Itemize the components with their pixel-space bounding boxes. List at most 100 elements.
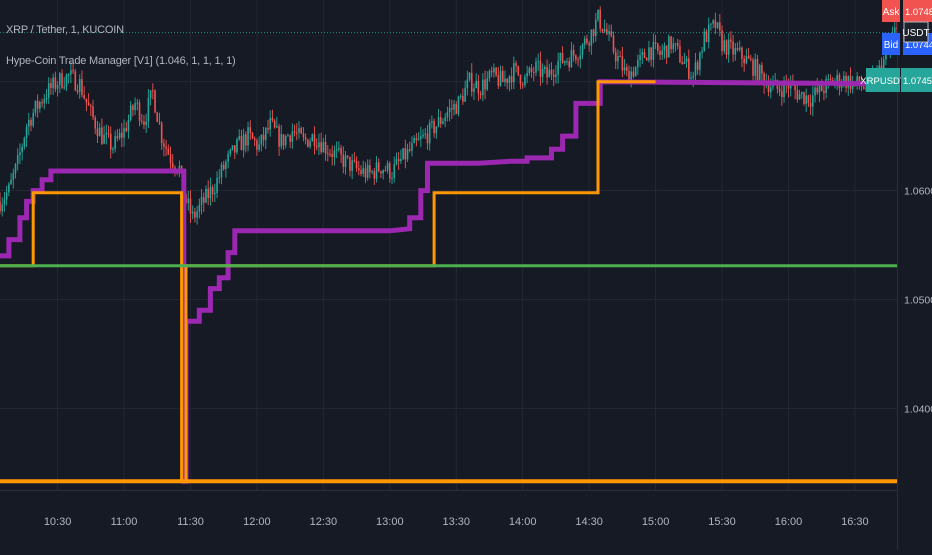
candle-body [118,132,121,139]
candle-body [346,155,349,157]
candle-body [541,68,544,77]
last-price-symbol[interactable]: XRPUSDT [860,76,906,87]
bid-price[interactable]: 1.07440 [905,40,932,51]
candle-body [3,199,6,205]
candle-body [699,52,701,70]
candle-body [856,76,858,83]
candle-body [420,136,422,139]
candle-body [882,59,885,75]
candle-body [384,170,387,172]
candle-body [825,79,827,94]
candle-body [865,88,867,90]
candle-body [685,58,688,62]
candle-body [862,86,865,89]
candle-body [147,98,150,122]
candle-body [513,63,515,83]
candle-body [8,184,10,193]
candle-body [712,20,714,24]
candle-body [637,60,639,67]
candle-body [163,143,165,147]
candle-body [754,59,757,76]
candle-body [342,154,345,167]
candle-body [446,112,449,118]
candle-body [424,133,427,135]
candle-body [67,74,70,76]
candle-body [566,61,568,63]
candle-body [670,36,672,50]
candle-body [645,57,648,61]
time-tick-label: 15:30 [708,516,736,528]
candle-body [415,138,418,141]
time-tick-label: 13:00 [376,516,404,528]
candle-body [105,132,108,135]
candle-body [39,102,41,109]
candle-body [276,126,278,128]
time-tick-label: 13:30 [442,516,470,528]
candle-body [546,66,548,78]
candle-body [444,117,446,121]
candle-body [696,62,699,70]
candle-body [408,149,411,151]
candle-body [579,55,582,60]
candle-body [504,78,506,83]
candle-body [355,160,358,169]
bid-label[interactable]: Bid [884,40,898,51]
candle-body [331,154,334,158]
candle-body [87,102,90,106]
time-tick-label: 11:00 [111,516,138,528]
candle-body [570,50,573,68]
symbol-legend[interactable]: XRP / Tether, 1, KUCOIN [6,24,124,36]
candle-body [652,42,655,60]
candle-body [209,186,212,198]
candle-body [70,70,72,75]
candle-body [455,104,458,114]
candle-body [402,148,404,160]
indicator-legend[interactable]: Hype-Coin Trade Manager [V1] (1.046, 1, … [6,55,236,67]
candle-body [1,204,4,212]
candle-body [309,141,311,147]
price-tick-label: 1.04000 [904,403,932,415]
candle-body [610,31,613,36]
candle-body [413,138,415,144]
candle-body [41,102,43,104]
candle-body [590,29,593,46]
currency-badge[interactable]: USDT [902,28,929,39]
candle-body [707,24,710,42]
candle-body [437,117,440,127]
candle-body [508,76,511,83]
candle-body [515,63,517,66]
candle-body [349,156,351,171]
bid-label-bg [882,33,900,55]
candle-body [612,35,615,52]
candle-body [805,95,807,104]
candle-body [264,127,267,141]
candle-body [291,131,294,142]
candle-body [322,142,325,153]
candle-body [663,45,666,51]
last-price-value[interactable]: 1.07454 [903,76,932,87]
candle-body [136,102,139,104]
candle-body [521,84,524,86]
candle-body [781,91,783,98]
candle-body [475,80,477,89]
candle-body [747,55,750,59]
candle-body [840,84,843,88]
candle-body [557,61,559,75]
candle-body [320,142,322,153]
candle-body [721,30,723,52]
candle-body [769,87,772,93]
ask-price[interactable]: 1.07480 [905,7,932,18]
candle-body [623,67,626,71]
ask-label[interactable]: Ask [883,7,901,18]
candle-body [532,72,535,74]
candle-body [756,59,759,81]
candle-body [377,162,380,172]
candle-body [783,81,785,98]
candle-body [364,168,367,178]
candle-body [710,23,712,25]
candle-body [78,79,81,93]
candle-body [617,56,619,62]
ask-label-bg [882,0,900,22]
